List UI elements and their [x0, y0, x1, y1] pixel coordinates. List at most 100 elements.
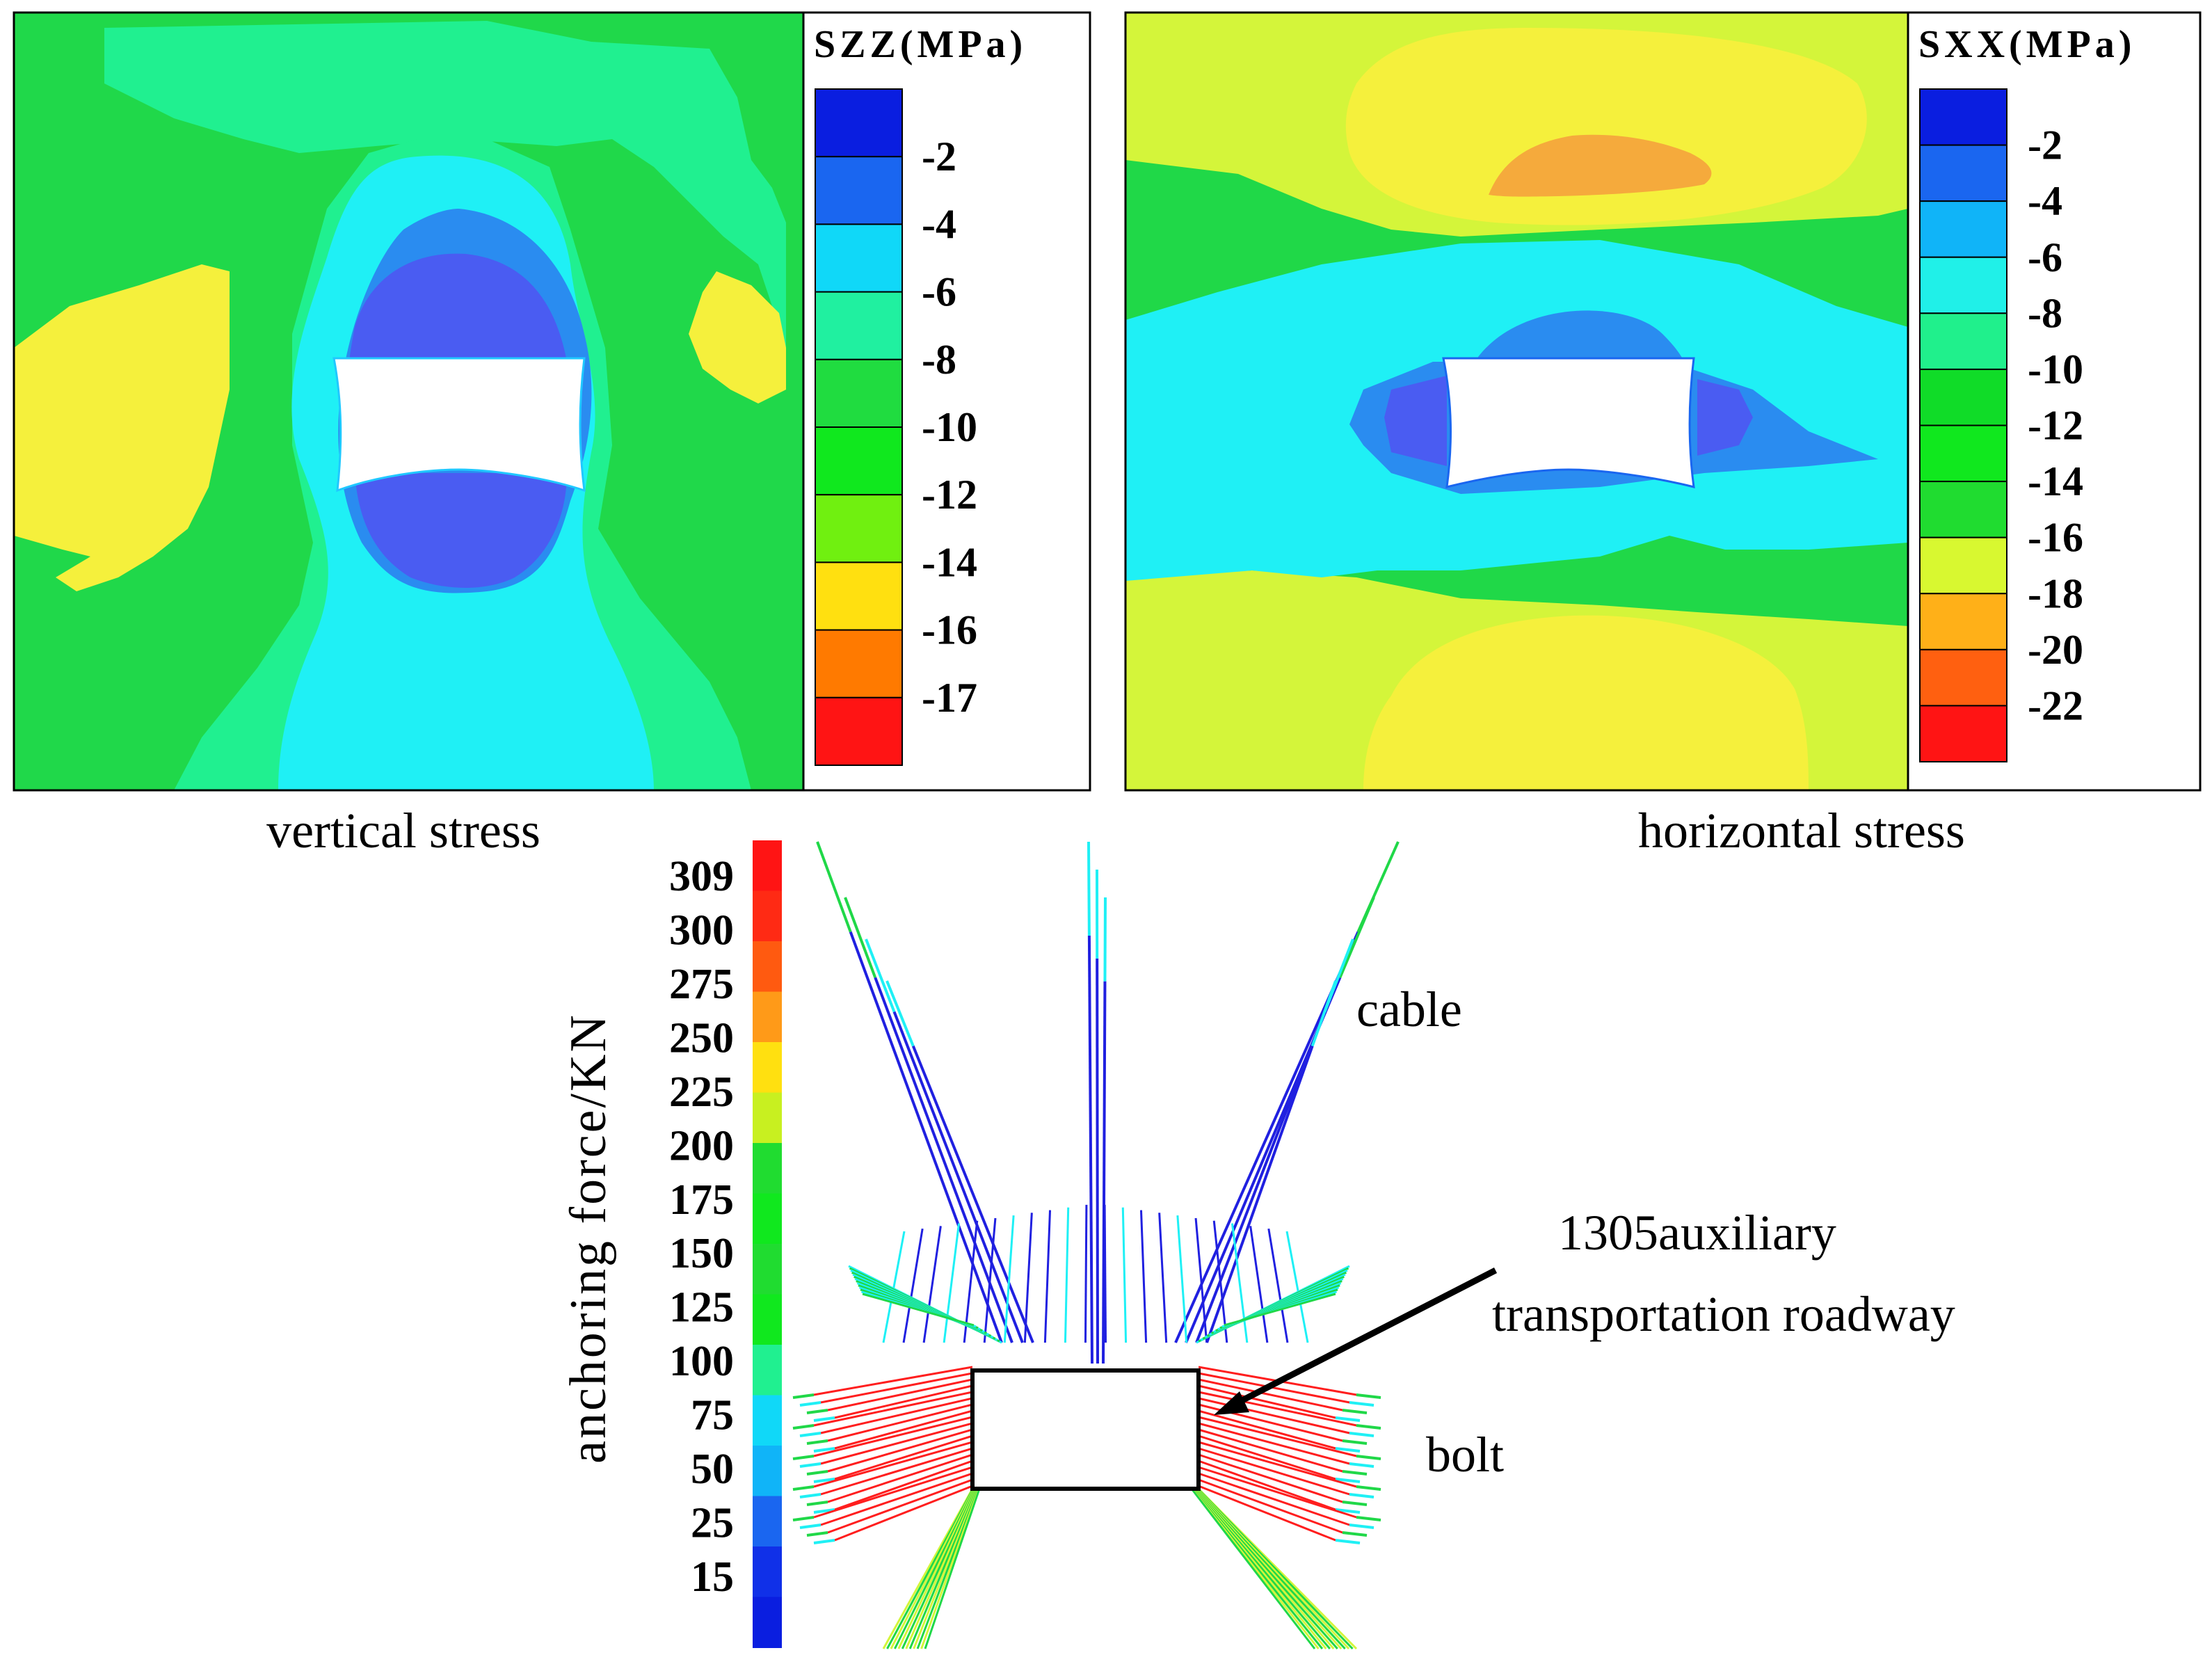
vertical-colorbar-swatch-8: [815, 629, 903, 698]
right-bolt-12: [1198, 1441, 1357, 1488]
left-bolt-19: [834, 1485, 973, 1542]
vertical-colorbar-swatch-9: [815, 696, 903, 766]
horizontal-colorbar-swatch-7: [1919, 481, 2007, 538]
right-bolt-18: [1198, 1478, 1343, 1534]
short-cable-6: [1003, 1215, 1015, 1343]
floor-left-bolt-3: [894, 1488, 976, 1649]
left-bolt-2: [827, 1378, 973, 1412]
floor-left-bolt-11: [924, 1488, 981, 1649]
horizontal-colorbar-swatch-8: [1919, 536, 2007, 595]
horizontal-colorbar-label-2: -6: [2028, 234, 2062, 280]
vertical-stress-panel: [13, 11, 805, 792]
short-cable-20: [1267, 1228, 1289, 1343]
cable-10: [1102, 897, 1107, 1364]
cable-2: [865, 938, 1024, 1343]
vertical-roadway-opening: [332, 357, 586, 493]
cable-3: [885, 980, 1034, 1343]
roadway-annotation-line2: transportation roadway: [1492, 1286, 1955, 1342]
force-legend-value-12: 25: [691, 1500, 734, 1547]
short-cable-16: [1194, 1217, 1208, 1343]
horizontal-colorbar-label-8: -18: [2028, 570, 2083, 616]
right-bolt-15: [1198, 1460, 1336, 1511]
horizontal-colorbar-swatch-5: [1919, 368, 2007, 426]
left-bolt-16: [813, 1466, 973, 1519]
force-colorbar-segment-15: [753, 1597, 782, 1648]
horizontal-colorbar-swatch-0: [1919, 88, 2007, 146]
horizontal-colorbar: SXX(MPa) -2 -4 -6 -8 -10 -12 -14 -16 -18 -20 -22: [1907, 11, 2202, 792]
right-bolt-tip-3: [1335, 1416, 1361, 1422]
vertical-colorbar-swatch-3: [815, 291, 903, 360]
force-legend-value-13: 15: [691, 1553, 734, 1601]
left-bolt-10: [827, 1428, 973, 1473]
horizontal-colorbar-label-10: -22: [2028, 682, 2083, 728]
anchoring-force-colorbar: [753, 840, 782, 1648]
left-bolt-tip-8: [792, 1455, 815, 1460]
short-cable-13: [1139, 1210, 1148, 1343]
floor-left-bolt-5: [901, 1488, 977, 1649]
horizontal-colorbar-swatches: [1919, 88, 2007, 763]
vertical-contour-zone-yellow-right: [689, 271, 786, 403]
vertical-colorbar-label-5: -12: [922, 472, 977, 518]
vertical-colorbar-labels: -2 -4 -6 -8 -10 -12 -14 -16 -17: [922, 134, 977, 721]
horizontal-colorbar-label-1: -4: [2028, 178, 2062, 224]
left-bolt-tip-9: [799, 1462, 822, 1468]
roadway-pointer-arrow-head: [1214, 1391, 1249, 1415]
right-bolt-2: [1198, 1378, 1343, 1412]
horizontal-contour-zone-deep-blue-left: [1384, 376, 1447, 466]
horizontal-colorbar-swatch-6: [1919, 424, 2007, 483]
cable-0: [816, 841, 1003, 1343]
force-colorbar-segment-4: [753, 1042, 782, 1094]
right-bolt-tip-19: [1335, 1539, 1361, 1544]
vertical-colorbar-label-1: -4: [922, 201, 956, 247]
right-bolt-tip-14: [1342, 1501, 1368, 1506]
left-bolt-6: [827, 1403, 973, 1442]
horizontal-stress-panel: [1124, 11, 1909, 792]
vertical-contour-zone-deep-blue-bottom: [355, 473, 567, 588]
right-bolt-tip-16: [1356, 1516, 1381, 1521]
horizontal-colorbar-swatch-10: [1919, 648, 2007, 707]
horizontal-colorbar-label-7: -16: [2028, 515, 2083, 561]
left-bolt-tip-1: [799, 1401, 822, 1407]
force-colorbar-segment-11: [753, 1395, 782, 1446]
vertical-colorbar-title: SZZ(MPa): [814, 23, 1027, 66]
left-bolt-tip-12: [792, 1485, 815, 1491]
short-cable-0: [882, 1231, 906, 1343]
left-bolt-5: [820, 1397, 973, 1434]
vertical-colorbar-swatch-2: [815, 223, 903, 293]
vertical-contour-zone-yellow-left: [14, 264, 230, 591]
vertical-colorbar-swatch-4: [815, 358, 903, 428]
left-bolt-8: [813, 1416, 973, 1457]
right-bolt-tip-15: [1335, 1508, 1361, 1514]
cable-9: [1096, 869, 1099, 1364]
floor-left-bolt-10: [920, 1488, 980, 1649]
right-bolt-tip-6: [1342, 1439, 1368, 1445]
short-cable-15: [1176, 1215, 1188, 1343]
horizontal-roadway-opening: [1442, 357, 1695, 488]
vertical-colorbar-swatch-7: [815, 561, 903, 631]
vertical-colorbar-swatch-1: [815, 156, 903, 225]
left-bolt-tip-0: [792, 1393, 815, 1399]
short-cable-17: [1212, 1220, 1228, 1343]
vertical-colorbar-swatch-6: [815, 494, 903, 563]
horizontal-contour-zone-deep-blue-right: [1697, 379, 1753, 456]
force-colorbar-segment-2: [753, 941, 782, 993]
bolt-annotation: bolt: [1426, 1427, 1504, 1482]
left-bolt-17: [820, 1472, 973, 1526]
horizontal-colorbar-label-3: -8: [2028, 290, 2062, 336]
floor-left-bolt-9: [916, 1488, 979, 1649]
short-cable-19: [1249, 1226, 1269, 1343]
anchoring-force-legend-labels: 309 300 275 250 225 200 175 150 125 100 75 50 25 15: [669, 853, 734, 1601]
force-colorbar-segment-10: [753, 1345, 782, 1396]
force-legend-value-3: 250: [669, 1014, 734, 1062]
anchoring-force-panel: 309 300 275 250 225 200 175 150 125 100 75 50 25 15 a…: [560, 840, 1955, 1650]
horizontal-contour-zone-yellow-bottom: [1363, 615, 1809, 790]
short-cable-21: [1285, 1231, 1309, 1343]
force-colorbar-segment-9: [753, 1294, 782, 1345]
left-bolt-tip-6: [806, 1439, 828, 1445]
left-bolt-tip-19: [813, 1539, 835, 1544]
cable-group: [816, 841, 1400, 1364]
force-colorbar-segment-13: [753, 1496, 782, 1547]
force-legend-value-11: 50: [691, 1446, 734, 1493]
right-bolt-tip-8: [1356, 1455, 1381, 1460]
left-bolt-12: [813, 1441, 973, 1488]
